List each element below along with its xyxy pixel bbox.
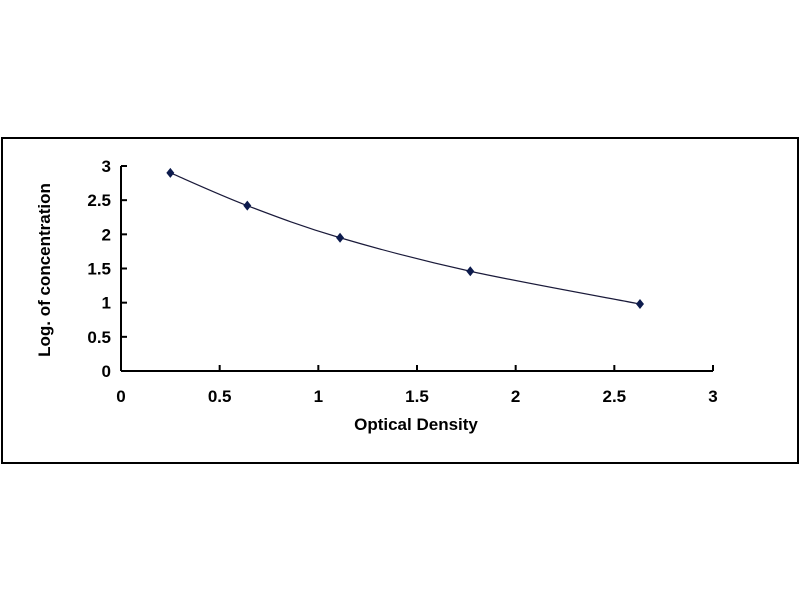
y-tick-label: 2 — [102, 225, 111, 244]
chart-frame — [1, 137, 799, 464]
y-tick-label: 0 — [102, 362, 111, 381]
x-tick-label: 3 — [708, 387, 717, 406]
y-tick-label: 0.5 — [87, 328, 111, 347]
data-point — [336, 232, 345, 243]
data-point — [166, 167, 175, 178]
series-line — [170, 172, 641, 305]
y-tick-label: 2.5 — [87, 191, 111, 210]
x-tick-label: 0.5 — [208, 387, 232, 406]
data-point — [466, 266, 475, 277]
data-point — [243, 200, 252, 211]
x-tick-label: 0 — [116, 387, 125, 406]
x-tick-label: 2 — [511, 387, 520, 406]
x-tick-label: 1.5 — [405, 387, 429, 406]
x-tick-label: 1 — [314, 387, 323, 406]
x-tick-label: 2.5 — [603, 387, 627, 406]
y-axis-label: Log. of concentration — [35, 183, 54, 357]
y-tick-label: 3 — [102, 157, 111, 176]
data-point — [635, 299, 644, 310]
y-tick-label: 1 — [102, 294, 111, 313]
x-axis-label: Optical Density — [354, 415, 478, 434]
y-tick-label: 1.5 — [87, 260, 111, 279]
